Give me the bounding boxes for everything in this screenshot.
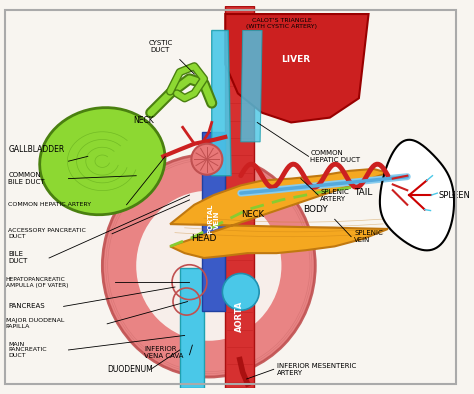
Text: CALOT'S TRIANGLE
(WITH CYSTIC ARTERY): CALOT'S TRIANGLE (WITH CYSTIC ARTERY) <box>246 18 317 29</box>
Text: INFERIOR
VENA CAVA: INFERIOR VENA CAVA <box>144 346 183 359</box>
Text: SPLENIC
ARTERY: SPLENIC ARTERY <box>320 189 349 202</box>
Text: HEPATOPANCREATIC
AMPULLA (OF VATER): HEPATOPANCREATIC AMPULLA (OF VATER) <box>6 277 68 288</box>
Text: TAIL: TAIL <box>355 188 373 197</box>
Polygon shape <box>202 132 225 311</box>
Ellipse shape <box>191 144 222 175</box>
Text: BILE
DUCT: BILE DUCT <box>9 251 28 264</box>
Text: HEAD: HEAD <box>191 234 217 243</box>
Text: AORTA: AORTA <box>235 300 244 332</box>
Ellipse shape <box>40 108 165 215</box>
Text: PORTAL
VEIN: PORTAL VEIN <box>207 204 220 234</box>
Polygon shape <box>180 268 204 388</box>
Text: PANCREAS: PANCREAS <box>9 303 45 309</box>
Text: SPLENIC
VEIN: SPLENIC VEIN <box>354 230 383 243</box>
Text: MAIN
PANCREATIC
DUCT: MAIN PANCREATIC DUCT <box>9 342 47 358</box>
Polygon shape <box>380 140 454 250</box>
Text: MAJOR DUODENAL
PAPILLA: MAJOR DUODENAL PAPILLA <box>6 318 64 329</box>
Ellipse shape <box>136 191 282 341</box>
Text: COMMON
HEPATIC DUCT: COMMON HEPATIC DUCT <box>310 150 361 163</box>
Ellipse shape <box>222 273 259 310</box>
Text: DUODENUM: DUODENUM <box>107 365 153 374</box>
Ellipse shape <box>102 154 315 377</box>
Text: NECK: NECK <box>134 116 155 125</box>
Text: ACCESSORY PANCREATIC
DUCT: ACCESSORY PANCREATIC DUCT <box>9 229 86 239</box>
Polygon shape <box>170 169 388 258</box>
Text: LIVER: LIVER <box>282 55 310 64</box>
Text: COMMON
BILE DUCT: COMMON BILE DUCT <box>9 172 45 185</box>
Text: SPLEEN: SPLEEN <box>438 191 470 200</box>
Polygon shape <box>241 30 262 142</box>
Text: INFERIOR MESENTERIC
ARTERY: INFERIOR MESENTERIC ARTERY <box>277 363 356 376</box>
Polygon shape <box>212 30 231 176</box>
Text: NECK: NECK <box>241 210 264 219</box>
Polygon shape <box>225 6 255 388</box>
Polygon shape <box>225 14 369 123</box>
Text: BODY: BODY <box>303 205 328 214</box>
Text: GALLBLADDER: GALLBLADDER <box>9 145 64 154</box>
Text: CYSTIC
DUCT: CYSTIC DUCT <box>148 41 173 54</box>
Text: COMMON HEPATIC ARTERY: COMMON HEPATIC ARTERY <box>9 202 91 207</box>
